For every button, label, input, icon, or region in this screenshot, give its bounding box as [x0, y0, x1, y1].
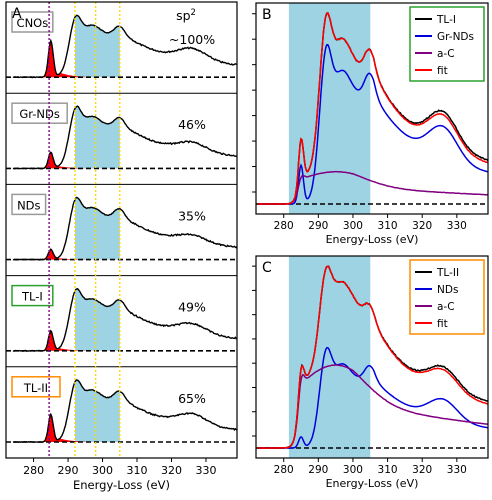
x-tick-label: 280 [274, 220, 294, 232]
x-tick-label: 330 [447, 464, 467, 476]
pi-peak-area [38, 249, 86, 260]
x-tick-label: 300 [343, 220, 363, 232]
sp2-percentage: 65% [178, 391, 206, 406]
x-axis-label: Energy-Loss (eV) [326, 477, 419, 490]
panel-a: CNOs ~100% sp2 Gr-NDs 46% NDs 35% TL-I 49% TL-II 6… [5, 1, 238, 492]
x-axis-label: Energy-Loss (eV) [326, 233, 419, 246]
panel-frame [255, 2, 489, 215]
x-tick-label: 290 [308, 220, 328, 232]
sample-label-box [11, 284, 54, 307]
series-line [257, 346, 489, 449]
sample-label: TL-II [23, 381, 48, 395]
legend-label: NDs [437, 284, 458, 296]
x-tick-label: 300 [343, 464, 363, 476]
pi-peak-area [38, 331, 86, 351]
sample-label: CNOs [17, 16, 49, 30]
x-axis-label: Energy-Loss (eV) [73, 478, 170, 492]
x-tick-label: 320 [412, 220, 432, 232]
sp2-percentage: ~100% [169, 32, 215, 47]
legend-label: TL-II [436, 267, 459, 279]
series-line [257, 12, 489, 205]
spectrum-line [12, 196, 238, 261]
sample-label-box [11, 11, 54, 33]
sigma-area [75, 15, 120, 78]
x-tick-label: 310 [378, 220, 398, 232]
sample-label: Gr-NDs [19, 107, 60, 121]
legend-label: fit [437, 65, 448, 77]
spectrum-line [12, 105, 238, 170]
x-tick-label: 330 [447, 220, 467, 232]
panel-letter: C [262, 260, 272, 276]
sp2-header: sp2 [176, 8, 196, 23]
x-tick-label: 310 [378, 464, 398, 476]
spectrum-line [12, 14, 238, 79]
sample-label-box [11, 102, 68, 124]
legend-label: TL-I [436, 14, 456, 26]
shaded-region [288, 256, 371, 458]
x-tick-label: 320 [412, 464, 432, 476]
legend-label: a-C [437, 301, 455, 313]
x-tick-label: 300 [92, 464, 113, 477]
x-tick-label: 330 [195, 464, 216, 477]
legend-label: Gr-NDs [437, 31, 474, 43]
x-tick-label: 280 [23, 464, 44, 477]
sample-label: NDs [17, 198, 40, 212]
spectrum-line [12, 287, 238, 352]
spectrum-line [12, 379, 238, 444]
panel-a-frame [5, 1, 238, 459]
legend-label: fit [437, 318, 448, 330]
sp2-percentage: 46% [178, 117, 206, 132]
x-tick-label: 320 [161, 464, 182, 477]
panel-frame [255, 255, 489, 459]
shaded-region [288, 3, 371, 214]
panel-letter: A [12, 6, 22, 22]
x-tick-label: 310 [127, 464, 148, 477]
x-tick-label: 290 [58, 464, 79, 477]
sp2-percentage: 49% [178, 300, 206, 315]
pi-peak-area [38, 152, 86, 169]
sigma-area [75, 380, 120, 442]
panel-b: 280 290 300 310 320 330 Energy-Loss (eV) B TL-I G… [252, 2, 489, 246]
sample-label: TL-I [21, 290, 43, 304]
sigma-area [75, 288, 120, 351]
sigma-area [75, 197, 120, 260]
pi-peak-area [38, 40, 86, 78]
pi-peak-area [38, 414, 86, 442]
sp2-percentage: 35% [178, 208, 206, 223]
panel-letter: B [262, 7, 272, 23]
series-line [257, 170, 489, 205]
legend-label: a-C [437, 48, 455, 60]
series-line [257, 43, 489, 205]
sample-label-box [11, 193, 47, 216]
series-line [257, 265, 489, 449]
sigma-area [75, 106, 120, 169]
panel-c: 280 290 300 310 320 330 Energy-Loss (eV) C TL-II… [252, 255, 489, 490]
x-tick-label: 280 [274, 464, 294, 476]
sample-label-box [11, 376, 61, 398]
x-tick-label: 290 [308, 464, 328, 476]
